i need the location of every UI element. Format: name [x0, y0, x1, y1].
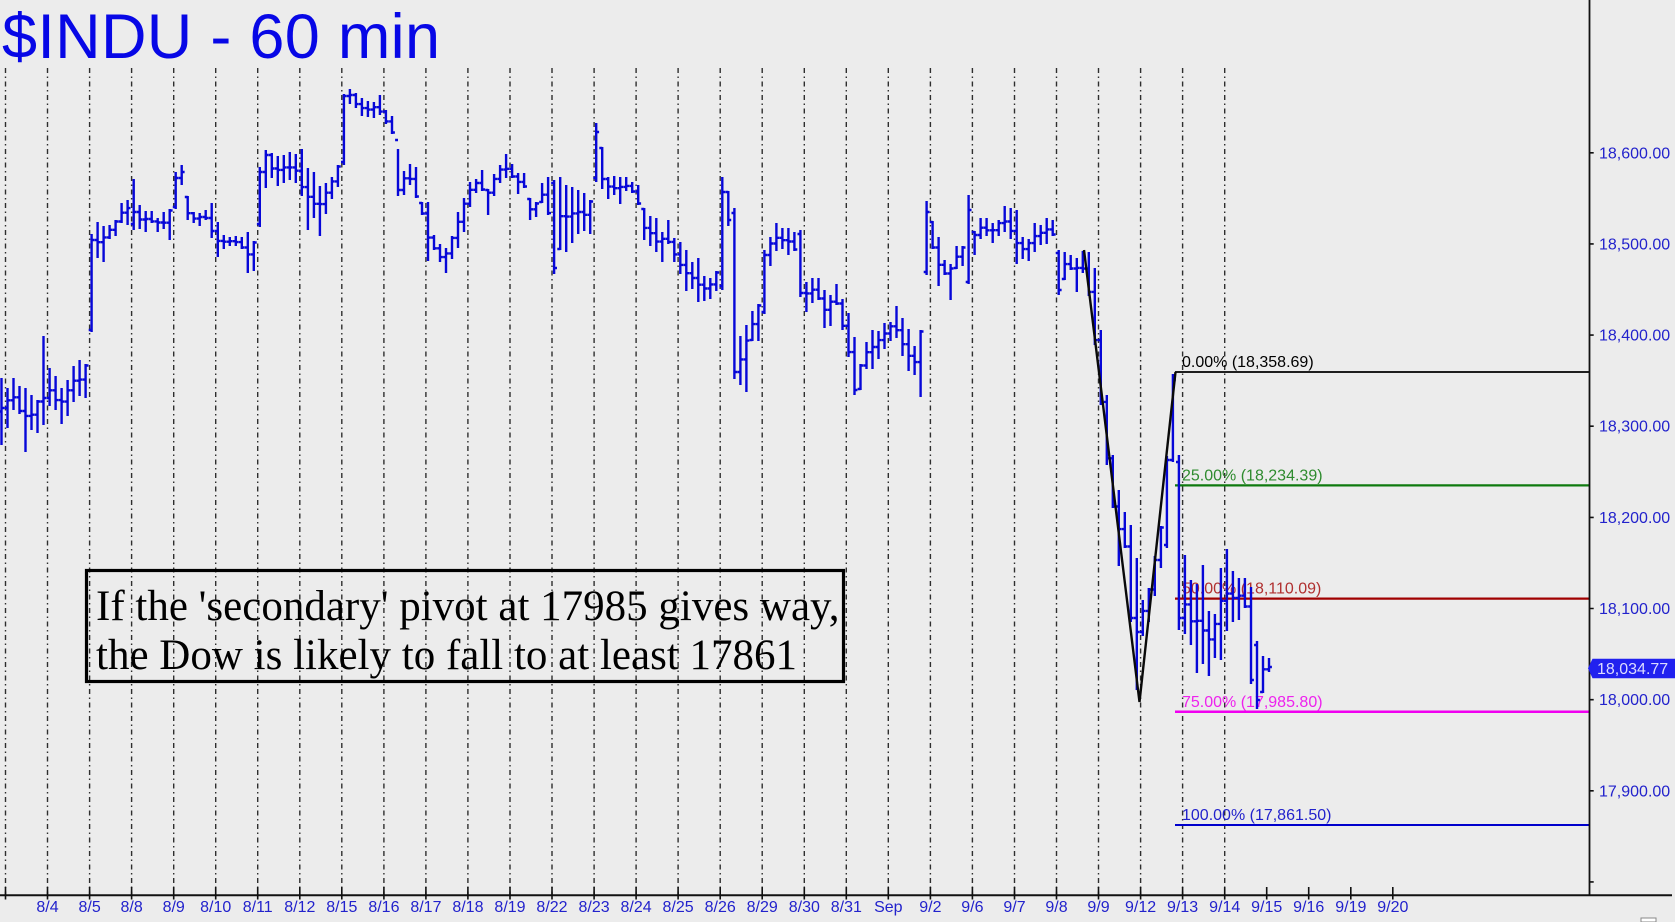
svg-text:75.00% (17,985.80): 75.00% (17,985.80): [1182, 694, 1323, 711]
svg-text:9/20: 9/20: [1377, 899, 1408, 916]
svg-text:8/22: 8/22: [536, 899, 567, 916]
svg-text:18,600.00: 18,600.00: [1599, 145, 1670, 162]
svg-text:8/4: 8/4: [36, 899, 58, 916]
svg-text:9/14: 9/14: [1209, 899, 1240, 916]
svg-text:8/17: 8/17: [410, 899, 441, 916]
svg-text:18,100.00: 18,100.00: [1599, 601, 1670, 618]
svg-text:9/9: 9/9: [1087, 899, 1109, 916]
svg-text:the Dow is likely to fall to a: the Dow is likely to fall to at least 17…: [96, 632, 797, 679]
svg-text:9/12: 9/12: [1125, 899, 1156, 916]
svg-text:0.00% (18,358.69): 0.00% (18,358.69): [1182, 354, 1314, 371]
svg-text:18,034.77: 18,034.77: [1597, 661, 1668, 678]
svg-text:17,900.00: 17,900.00: [1599, 783, 1670, 800]
svg-text:8/15: 8/15: [326, 899, 357, 916]
svg-text:18,500.00: 18,500.00: [1599, 236, 1670, 253]
svg-text:8/9: 8/9: [163, 899, 185, 916]
svg-text:8/26: 8/26: [705, 899, 736, 916]
svg-text:9/15: 9/15: [1251, 899, 1282, 916]
svg-text:18,400.00: 18,400.00: [1599, 328, 1670, 345]
svg-text:9/19: 9/19: [1335, 899, 1366, 916]
svg-text:$INDU - 60 min: $INDU - 60 min: [2, 2, 440, 72]
svg-text:8/19: 8/19: [494, 899, 525, 916]
svg-text:8/11: 8/11: [243, 899, 273, 916]
svg-text:25.00% (18,234.39): 25.00% (18,234.39): [1182, 467, 1323, 484]
svg-text:8/30: 8/30: [789, 899, 820, 916]
svg-text:8/12: 8/12: [284, 899, 315, 916]
svg-text:9/6: 9/6: [961, 899, 983, 916]
svg-text:18,300.00: 18,300.00: [1599, 419, 1670, 436]
svg-text:9/7: 9/7: [1003, 899, 1025, 916]
svg-text:8/18: 8/18: [452, 899, 483, 916]
svg-text:If the 'secondary' pivot at 17: If the 'secondary' pivot at 17985 gives …: [96, 583, 840, 630]
svg-text:18,200.00: 18,200.00: [1599, 510, 1670, 527]
svg-text:9/8: 9/8: [1045, 899, 1067, 916]
svg-text:8/16: 8/16: [368, 899, 399, 916]
svg-text:8/31: 8/31: [831, 899, 862, 916]
svg-text:8/25: 8/25: [663, 899, 694, 916]
svg-text:8/23: 8/23: [579, 899, 610, 916]
svg-text:18,000.00: 18,000.00: [1599, 692, 1670, 709]
svg-text:9/16: 9/16: [1293, 899, 1324, 916]
svg-text:8/10: 8/10: [200, 899, 231, 916]
svg-text:8/24: 8/24: [621, 899, 652, 916]
svg-text:100.00% (17,861.50): 100.00% (17,861.50): [1182, 807, 1331, 824]
svg-text:8/8: 8/8: [120, 899, 142, 916]
svg-text:8/5: 8/5: [78, 899, 100, 916]
svg-text:Sep: Sep: [874, 899, 903, 916]
svg-text:9/2: 9/2: [919, 899, 941, 916]
svg-text:8/29: 8/29: [747, 899, 778, 916]
svg-text:9/13: 9/13: [1167, 899, 1198, 916]
